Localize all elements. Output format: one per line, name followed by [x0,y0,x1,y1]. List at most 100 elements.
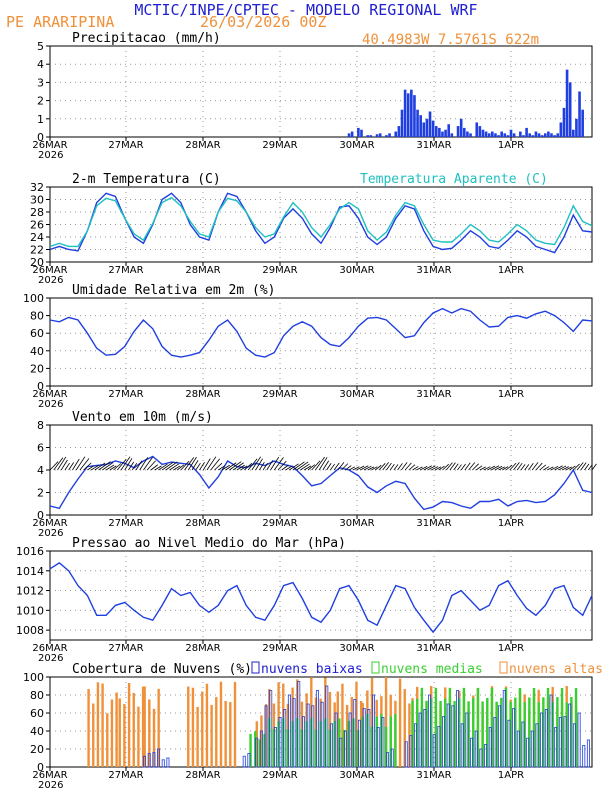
wind-arrow [217,465,225,471]
wind-arrow [83,462,92,471]
wind-arrow [374,464,382,471]
wind-arrow [191,460,199,471]
wind-arrow [453,463,459,471]
wind-arrow [300,463,310,471]
x-tick-label: 27MAR [108,265,143,276]
wind-arrow [397,463,403,471]
wind-arrow [487,465,496,471]
wind-arrow [554,465,563,471]
wind-arrow [214,462,223,471]
cloud-high-bar [224,700,227,767]
cloud-low-bar [287,694,291,768]
cloud-high-bar [137,706,140,767]
wind-arrow [389,464,395,471]
precip-bar [547,131,550,137]
precip-bar [487,133,491,137]
wind-arrow [363,465,372,471]
wind-arrow [434,466,442,471]
cloud-low-bar [432,734,436,768]
wind-arrow [195,462,201,471]
wind-arrow [341,463,349,471]
wind-arrow [423,465,432,471]
wind-arrow [367,466,375,471]
cloud-low-bar [348,712,352,768]
cloud-mid-bar [481,701,484,767]
cloud-mid-bar [537,702,540,767]
precip-bar [434,126,438,137]
wind-arrow [509,462,517,471]
y-tick-label: 1016 [16,545,44,558]
cloud-high-bar [110,699,114,767]
cloud-low-bar [357,719,361,768]
pressure-line [49,562,593,634]
precip-bar [565,69,569,137]
wind-arrow [378,463,386,471]
cloud-high-bar [191,687,195,767]
wind-arrow [210,458,221,471]
cloud-high-bar [148,699,151,767]
x-tick-label: 1APR [498,770,524,781]
cloud-low-bar [404,741,408,768]
precip-bar [357,127,360,137]
precip-bar [475,122,479,137]
wind-arrow [464,462,471,471]
wind-arrow [326,463,332,471]
precip-bar [503,133,507,137]
x-tick-label: 26MAR [32,643,67,654]
wind-arrow [277,460,287,471]
x-tick-label: 1APR [498,518,524,529]
precip-bar [525,127,528,137]
x-tick-label: 31MAR [416,643,451,654]
precip-bar [425,118,429,137]
cloud-low-bar [325,685,329,768]
x-tick-label: 31MAR [416,140,451,151]
cloud-low-bar [143,755,147,768]
y-tick-label: 22 [30,244,44,257]
cloud-low-bar [362,708,366,768]
precip-bar [456,126,460,137]
cloud-low-bar [586,739,590,768]
cloud-low-bar [572,723,576,768]
wind-arrow [445,462,453,471]
y-tick-label: 8 [37,419,44,432]
wind-arrow [202,458,211,471]
precip-bar [491,131,494,137]
precip-bar [559,122,563,137]
wind-arrow [180,460,190,471]
cloud-mid-bar [490,687,494,767]
wind-arrow [494,465,503,471]
cloud-mid-bar [528,697,531,767]
wind-arrow [90,464,99,471]
precip-bar [400,109,404,137]
precip-bar [509,129,513,137]
x-tick-label: 27MAR [108,643,143,654]
precip-bar [478,126,482,137]
wind-arrow [460,463,466,471]
cloud-low-bar [264,705,268,768]
cloud-high-bar [106,713,109,767]
cloud-low-bar [558,717,562,768]
cloud-low-bar [292,698,296,768]
wind-arrow [569,465,576,471]
cloud-low-bar [311,705,315,768]
wind-arrow [524,464,530,471]
precip-bar [494,133,497,137]
y-tick-label: 100 [23,671,44,684]
wind-arrow [270,456,280,471]
wind-arrow [53,457,64,471]
cloud-low-bar [376,727,380,768]
cloud-mid-bar [425,700,428,767]
wind-arrow [539,464,547,471]
wind-arrow [528,463,534,471]
wind-arrow [266,460,274,471]
wind-arrow [244,462,253,471]
wind-arrow [199,462,205,471]
cloud-high-bar [141,686,145,767]
precip-bar [581,109,584,137]
wind-arrow [498,466,505,471]
wind-arrow [483,466,491,471]
wind-arrow [247,458,258,471]
x-tick-label: 26MAR [32,265,67,276]
cloud-mid-bar [532,687,536,767]
cloud-high-bar [132,692,135,767]
